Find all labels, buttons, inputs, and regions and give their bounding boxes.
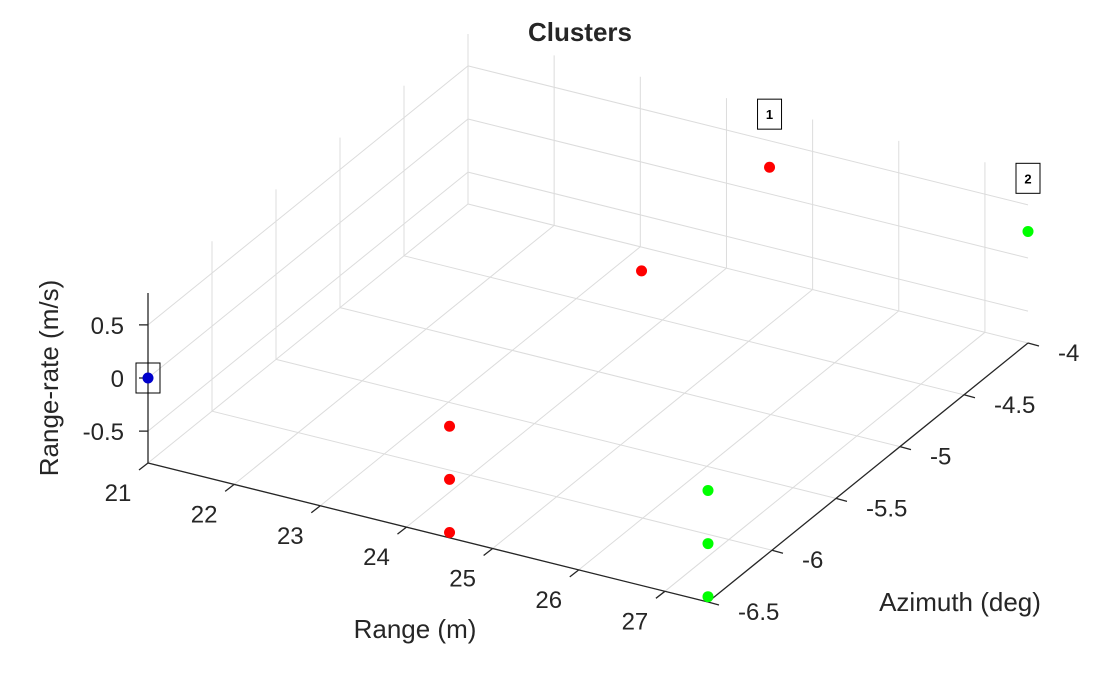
y-tick-mark <box>963 394 976 399</box>
x-tick-mark <box>655 590 666 599</box>
y-tick-label: -6 <box>802 547 823 574</box>
data-points <box>142 161 1034 603</box>
y-tick-label: -4.5 <box>994 392 1035 419</box>
x-axis-label: Range (m) <box>354 614 477 644</box>
wall-grid-line <box>147 118 469 379</box>
x-tick-label: 25 <box>449 566 476 593</box>
floor-grid-line <box>467 203 1029 344</box>
y-tick-mark <box>835 497 848 503</box>
y-tick-label: -5 <box>930 444 951 471</box>
x-tick-mark <box>224 483 235 492</box>
floor-grid-line <box>403 255 965 396</box>
data-point <box>764 161 776 173</box>
x-tick-mark <box>310 505 321 514</box>
floor-grid-line <box>319 246 641 507</box>
floor-grid-line <box>492 289 813 549</box>
z-tick-label: -0.5 <box>83 419 124 446</box>
floor-grid-line <box>233 224 555 485</box>
floor-grid-line <box>578 310 900 571</box>
x-tick-label: 26 <box>535 587 562 614</box>
tick-labels: 21 22 23 24 25 26 27 -6.5 -6 -5.5 -5 -4.5 -4 -0.5 0 0.5 <box>83 313 1080 635</box>
chart-title: Clusters <box>528 17 632 47</box>
y-tick-label: -6.5 <box>738 599 779 626</box>
floor-grid-line <box>339 307 901 448</box>
x-tick-label: 22 <box>191 501 218 528</box>
wall-grid-line <box>467 118 1029 259</box>
y-tick-label: -4 <box>1058 340 1079 367</box>
y-tick-label: -5.5 <box>866 495 907 522</box>
floor-grid-line <box>275 358 837 499</box>
x-tick-mark <box>138 462 149 471</box>
annotation-box <box>135 362 161 394</box>
wall-grid-line <box>147 171 469 432</box>
y-tick-mark <box>899 445 912 451</box>
x-tick-mark <box>483 548 494 557</box>
y-tick-mark <box>771 549 784 554</box>
y-tick-mark <box>707 601 720 606</box>
data-point <box>444 527 456 539</box>
data-point <box>1022 225 1034 237</box>
data-point <box>142 372 154 384</box>
annotation-box <box>757 98 783 130</box>
axes <box>138 293 1040 606</box>
annotation-label: 1 <box>766 107 773 122</box>
x-tick-label: 24 <box>363 544 390 571</box>
floor-grid-line <box>211 410 773 551</box>
z-tick-label: 0.5 <box>91 313 124 340</box>
data-point <box>444 473 456 485</box>
x-tick-label: 27 <box>622 608 649 635</box>
grid-lines <box>147 34 1029 603</box>
data-point <box>702 591 714 603</box>
floor-grid-line <box>406 267 727 528</box>
y-axis-line <box>707 342 1029 603</box>
y-axis-label: Azimuth (deg) <box>879 587 1041 617</box>
data-point <box>702 538 714 550</box>
floor-grid-line <box>664 331 986 592</box>
data-point <box>636 265 648 277</box>
wall-grid-line <box>467 171 1029 312</box>
annotation-box <box>1015 162 1041 194</box>
z-axis-label: Range-rate (m/s) <box>34 280 64 477</box>
data-point <box>702 484 714 496</box>
wall-grid-line <box>147 65 469 326</box>
z-tick-label: 0 <box>111 366 124 393</box>
x-tick-mark <box>569 569 580 578</box>
annotations: 12 <box>135 98 1041 394</box>
y-tick-mark <box>1027 342 1040 347</box>
x-axis-line <box>147 462 709 603</box>
wall-grid-line <box>467 65 1029 206</box>
floor-grid-line <box>147 203 469 464</box>
x-tick-label: 21 <box>105 480 132 507</box>
data-point <box>444 420 456 432</box>
x-tick-label: 23 <box>277 523 304 550</box>
annotation-label: 2 <box>1024 171 1031 186</box>
x-tick-mark <box>397 526 407 535</box>
